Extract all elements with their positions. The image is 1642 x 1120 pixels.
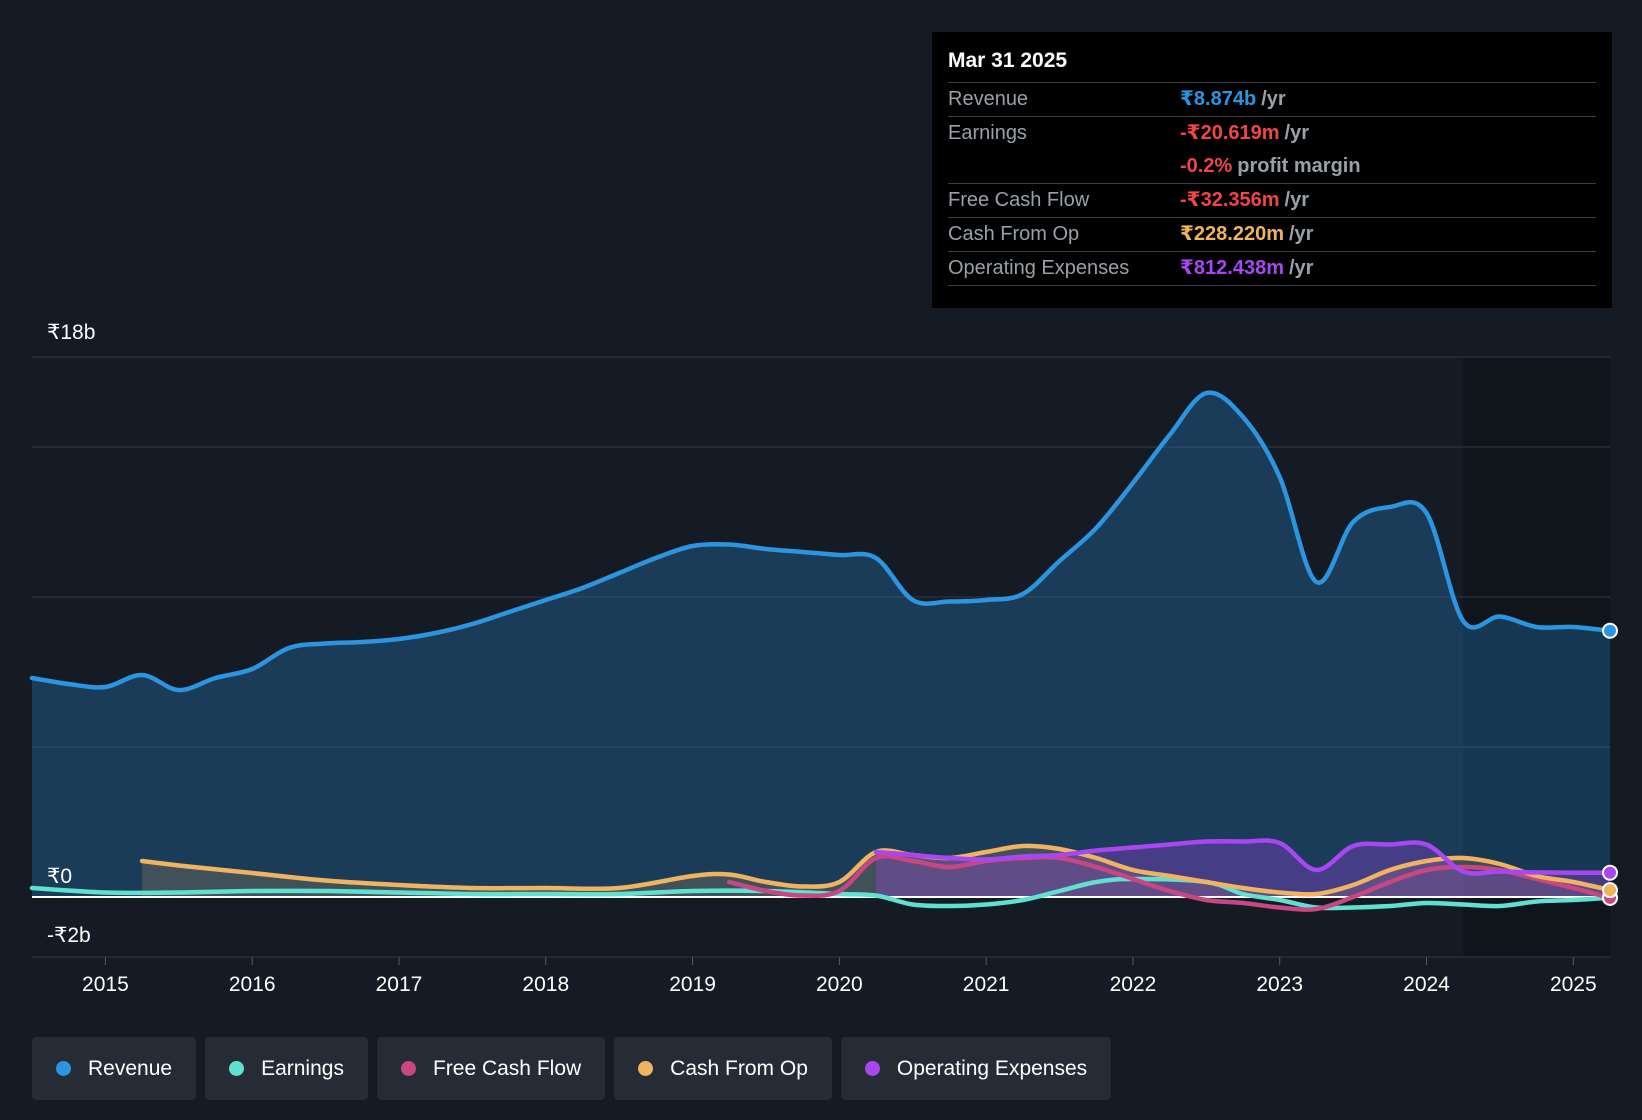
x-tick-label: 2021	[963, 973, 1010, 996]
legend-dot-icon	[56, 1061, 71, 1076]
revenue-area	[32, 392, 1610, 897]
tooltip-row-free-cash-flow: Free Cash Flow -₹32.356m /yr	[948, 184, 1596, 218]
tooltip-label: Free Cash Flow	[948, 189, 1090, 211]
x-axis-labels: 2015 2016 2017 2018 2019 2020 2021 2022 2023 2024…	[82, 957, 1597, 996]
x-tick-label: 2020	[816, 973, 863, 996]
cash-from-op-area	[142, 845, 1610, 897]
y-axis-labels: ₹18b ₹0 -₹2b	[47, 321, 95, 947]
x-tick-label: 2025	[1550, 973, 1597, 996]
tooltip: Mar 31 2025 Revenue ₹8.874b /yr Earnings…	[932, 32, 1612, 308]
legend-item-revenue[interactable]: Revenue	[32, 1037, 197, 1100]
forecast-shade	[1463, 357, 1610, 957]
tooltip-label: Operating Expenses	[948, 257, 1130, 279]
legend-item-cash-from-op[interactable]: Cash From Op	[614, 1037, 832, 1100]
legend-label: Earnings	[261, 1056, 344, 1080]
tooltip-label: Revenue	[948, 88, 1029, 110]
legend-dot-icon	[638, 1061, 654, 1076]
tooltip-row-cash-from-op: Cash From Op ₹228.220m /yr	[948, 218, 1596, 252]
free-cash-flow-line	[727, 853, 1613, 912]
x-tick-label: 2017	[376, 973, 423, 996]
tooltip-value: ₹228.220m	[1180, 223, 1284, 245]
gridlines	[32, 356, 1610, 958]
x-tick-label: 2019	[669, 973, 716, 996]
cash-from-op-line	[139, 843, 1613, 897]
x-tick-label: 2022	[1110, 973, 1157, 996]
legend-item-operating-expenses[interactable]: Operating Expenses	[840, 1037, 1112, 1100]
x-tick-label: 2024	[1403, 973, 1450, 996]
tooltip-label: Earnings	[948, 122, 1027, 144]
legend-label: Free Cash Flow	[432, 1056, 582, 1080]
tooltip-label	[948, 150, 1180, 183]
earnings-line	[29, 876, 1613, 911]
x-tick-label: 2018	[522, 973, 569, 996]
legend-item-free-cash-flow[interactable]: Free Cash Flow	[376, 1037, 606, 1100]
tooltip-row-profit-margin: -0.2% profit margin	[948, 150, 1596, 184]
tooltip-value: -0.2%	[1180, 155, 1233, 177]
tooltip-unit: /yr	[1261, 88, 1286, 110]
tooltip-row-earnings: Earnings -₹20.619m /yr	[948, 117, 1596, 150]
cash-from-op-end-point	[1602, 882, 1618, 899]
tooltip-date: Mar 31 2025	[948, 46, 1596, 83]
tooltip-row-operating-expenses: Operating Expenses ₹812.438m /yr	[948, 252, 1596, 286]
legend: Revenue Earnings Free Cash Flow Cash Fro…	[32, 1037, 1112, 1100]
tooltip-row-revenue: Revenue ₹8.874b /yr	[948, 83, 1596, 117]
tooltip-unit: /yr	[1284, 189, 1309, 211]
tooltip-value: ₹8.874b	[1180, 88, 1257, 110]
x-tick-label: 2023	[1256, 973, 1303, 996]
y-tick-label: -₹2b	[47, 924, 91, 947]
legend-dot-icon	[864, 1061, 880, 1076]
legend-dot-icon	[400, 1061, 416, 1076]
tooltip-unit: profit margin	[1237, 155, 1361, 177]
operating-expenses-line	[873, 838, 1613, 876]
operating-expenses-area	[876, 840, 1610, 897]
tooltip-value: -₹32.356m	[1180, 189, 1280, 211]
legend-label: Cash From Op	[670, 1056, 808, 1080]
legend-dot-icon	[229, 1061, 245, 1076]
tooltip-unit: /yr	[1289, 257, 1314, 279]
series-endpoints	[1602, 622, 1618, 906]
legend-label: Revenue	[88, 1056, 173, 1080]
tooltip-unit: /yr	[1289, 223, 1314, 245]
series-areas	[32, 392, 1610, 897]
tooltip-label: Cash From Op	[948, 223, 1080, 245]
tooltip-value: -₹20.619m	[1180, 122, 1280, 144]
x-tick-label: 2016	[229, 973, 276, 996]
series-lines	[29, 390, 1613, 912]
x-tick-label: 2015	[82, 973, 129, 996]
legend-item-earnings[interactable]: Earnings	[205, 1037, 368, 1100]
tooltip-value: ₹812.438m	[1180, 257, 1284, 279]
tooltip-unit: /yr	[1284, 122, 1309, 144]
revenue-end-point	[1602, 622, 1618, 639]
y-tick-label: ₹18b	[47, 321, 95, 344]
operating-expenses-end-point	[1602, 864, 1618, 881]
legend-label: Operating Expenses	[896, 1056, 1088, 1080]
y-tick-label: ₹0	[47, 865, 72, 888]
revenue-line	[29, 390, 1613, 693]
